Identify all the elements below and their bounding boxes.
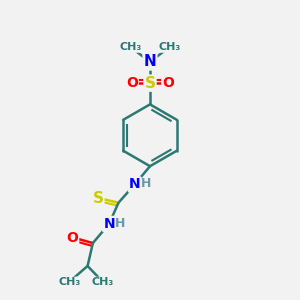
Text: H: H <box>141 177 151 190</box>
Text: S: S <box>92 191 104 206</box>
Text: O: O <box>162 76 174 90</box>
Text: N: N <box>129 177 140 191</box>
Text: S: S <box>145 76 155 91</box>
Text: N: N <box>144 55 156 70</box>
Text: H: H <box>115 217 125 230</box>
Text: CH₃: CH₃ <box>91 277 113 287</box>
Text: O: O <box>126 76 138 90</box>
Text: O: O <box>66 231 78 245</box>
Text: CH₃: CH₃ <box>120 42 142 52</box>
Text: N: N <box>103 217 115 231</box>
Text: CH₃: CH₃ <box>158 42 180 52</box>
Text: CH₃: CH₃ <box>59 277 81 287</box>
